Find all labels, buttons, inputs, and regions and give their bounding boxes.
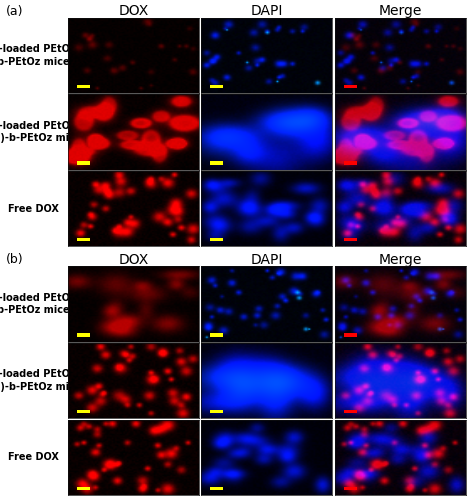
Bar — [77, 486, 90, 490]
Text: DAPI: DAPI — [250, 253, 283, 267]
Text: DOX-loaded PEtOz-b-
PU-b-PEtOz micelles: DOX-loaded PEtOz-b- PU-b-PEtOz micelles — [0, 293, 91, 315]
Bar — [344, 486, 357, 490]
Bar — [77, 238, 90, 242]
Bar — [77, 162, 90, 164]
Bar — [344, 84, 357, 88]
Text: (a): (a) — [6, 4, 23, 18]
Bar — [210, 84, 223, 88]
Bar — [210, 410, 223, 414]
Text: DOX: DOX — [118, 4, 148, 18]
Text: DOX-loaded PEtOz-b-
PU(SS)-b-PEtOz micelles: DOX-loaded PEtOz-b- PU(SS)-b-PEtOz micel… — [0, 121, 101, 144]
Text: Merge: Merge — [379, 4, 422, 18]
Text: DOX-loaded PEtOz-b-
PU(SS)-b-PEtOz micelles: DOX-loaded PEtOz-b- PU(SS)-b-PEtOz micel… — [0, 370, 101, 392]
Bar — [77, 333, 90, 336]
Bar — [77, 410, 90, 414]
Text: DOX-loaded PEtOz-b-
PU-b-PEtOz micelles: DOX-loaded PEtOz-b- PU-b-PEtOz micelles — [0, 44, 91, 66]
Bar — [210, 486, 223, 490]
Bar — [77, 84, 90, 88]
Text: Free DOX: Free DOX — [8, 204, 59, 214]
Bar — [210, 238, 223, 242]
Text: DOX: DOX — [118, 253, 148, 267]
Text: Free DOX: Free DOX — [8, 452, 59, 462]
Text: Merge: Merge — [379, 253, 422, 267]
Bar — [344, 333, 357, 336]
Bar — [344, 162, 357, 164]
Text: DAPI: DAPI — [250, 4, 283, 18]
Bar — [344, 410, 357, 414]
Bar — [210, 162, 223, 164]
Text: (b): (b) — [6, 254, 23, 266]
Bar — [210, 333, 223, 336]
Bar — [344, 238, 357, 242]
